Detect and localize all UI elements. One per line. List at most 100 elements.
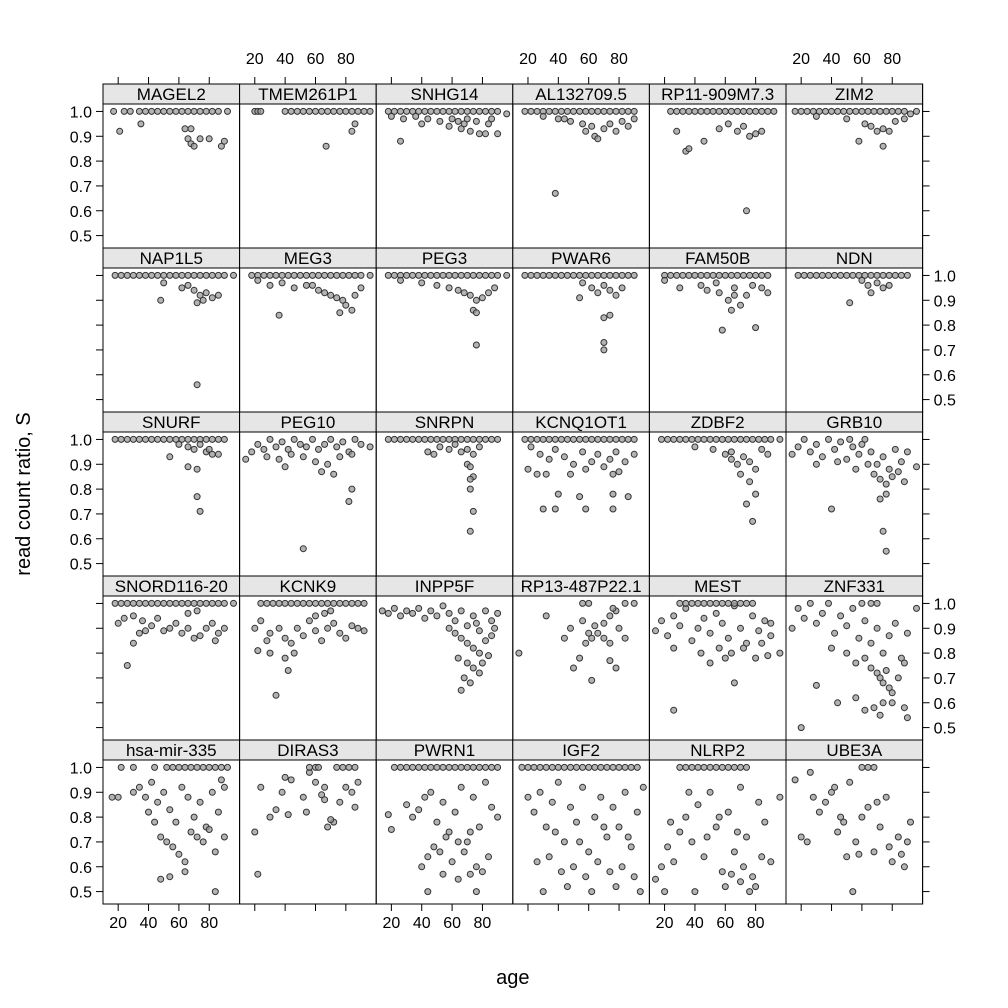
- data-point: [142, 599, 149, 607]
- data-point: [439, 271, 447, 279]
- data-point: [390, 271, 398, 279]
- data-point: [618, 117, 626, 125]
- data-point: [876, 711, 884, 719]
- data-point: [196, 599, 204, 607]
- data-point: [755, 435, 763, 443]
- panel-title: NLRP2: [690, 741, 745, 760]
- data-point: [545, 455, 553, 463]
- data-point: [897, 654, 905, 662]
- data-point: [740, 271, 747, 279]
- panel-frame: [648, 267, 787, 413]
- data-point: [333, 443, 341, 451]
- data-point: [193, 493, 201, 501]
- data-point: [624, 833, 632, 841]
- panel: RP13-487P22.1: [512, 575, 650, 741]
- panel: SNORD116-20: [102, 575, 241, 741]
- data-point: [846, 778, 854, 786]
- data-point: [521, 271, 529, 279]
- data-point: [123, 599, 131, 607]
- data-point: [609, 803, 617, 811]
- data-point: [348, 107, 356, 115]
- panel-title: SNRPN: [415, 413, 475, 432]
- data-point: [624, 122, 632, 130]
- data-point: [290, 284, 298, 292]
- data-point: [791, 107, 799, 115]
- data-point: [888, 858, 896, 866]
- data-point: [457, 763, 465, 771]
- data-point: [305, 617, 313, 625]
- data-point: [427, 107, 435, 115]
- data-point: [861, 617, 869, 625]
- data-point: [278, 271, 286, 279]
- data-point: [618, 107, 626, 115]
- data-point: [554, 778, 562, 786]
- data-point: [876, 107, 884, 115]
- data-point: [737, 435, 744, 443]
- data-point: [515, 649, 523, 657]
- data-point: [609, 470, 617, 478]
- panel-title: INPP5F: [415, 577, 475, 596]
- data-point: [806, 768, 814, 776]
- data-point: [160, 599, 168, 607]
- data-point: [351, 271, 359, 279]
- data-point: [448, 858, 456, 866]
- data-point: [825, 271, 832, 279]
- data-point: [536, 450, 544, 458]
- data-point: [482, 271, 489, 279]
- data-point: [876, 495, 884, 503]
- data-point: [154, 614, 162, 622]
- data-point: [503, 110, 511, 118]
- data-point: [694, 763, 702, 771]
- data-point: [230, 271, 237, 279]
- data-point: [524, 793, 532, 801]
- data-point: [831, 783, 839, 791]
- data-point: [472, 341, 480, 349]
- data-point: [539, 505, 547, 513]
- data-point: [263, 637, 271, 645]
- y-tick-label: 0.5: [70, 229, 92, 246]
- data-point: [433, 763, 441, 771]
- data-point: [557, 271, 565, 279]
- data-point: [579, 783, 587, 791]
- data-point: [521, 107, 529, 115]
- data-point: [217, 142, 225, 150]
- data-point: [582, 271, 590, 279]
- data-point: [752, 654, 760, 662]
- data-point: [876, 475, 884, 483]
- outer-frame: [102, 83, 924, 905]
- data-point: [682, 813, 690, 821]
- data-point: [876, 674, 884, 682]
- data-point: [563, 435, 571, 443]
- data-point: [312, 627, 319, 635]
- data-point: [184, 435, 192, 443]
- data-point: [424, 853, 432, 861]
- data-point: [533, 271, 541, 279]
- data-point: [676, 828, 684, 836]
- data-point: [217, 763, 225, 771]
- data-point: [290, 649, 298, 657]
- data-point: [612, 448, 620, 456]
- data-point: [196, 440, 204, 448]
- data-point: [712, 823, 720, 831]
- data-point: [652, 627, 659, 635]
- data-point: [727, 271, 735, 279]
- data-point: [879, 453, 887, 461]
- data-point: [281, 773, 289, 781]
- data-point: [867, 664, 875, 672]
- data-point: [536, 763, 544, 771]
- data-point: [457, 607, 465, 615]
- data-point: [257, 107, 265, 115]
- data-point: [703, 286, 711, 294]
- data-point: [333, 294, 341, 302]
- data-point: [166, 107, 174, 115]
- data-point: [606, 455, 614, 463]
- data-point: [712, 599, 720, 607]
- data-point: [667, 818, 675, 826]
- data-point: [494, 435, 502, 443]
- data-point: [594, 858, 602, 866]
- data-point: [351, 120, 359, 128]
- data-point: [299, 545, 307, 553]
- panel-frame: [102, 103, 241, 249]
- data-point: [454, 838, 462, 846]
- x-axis-title: age: [496, 967, 529, 989]
